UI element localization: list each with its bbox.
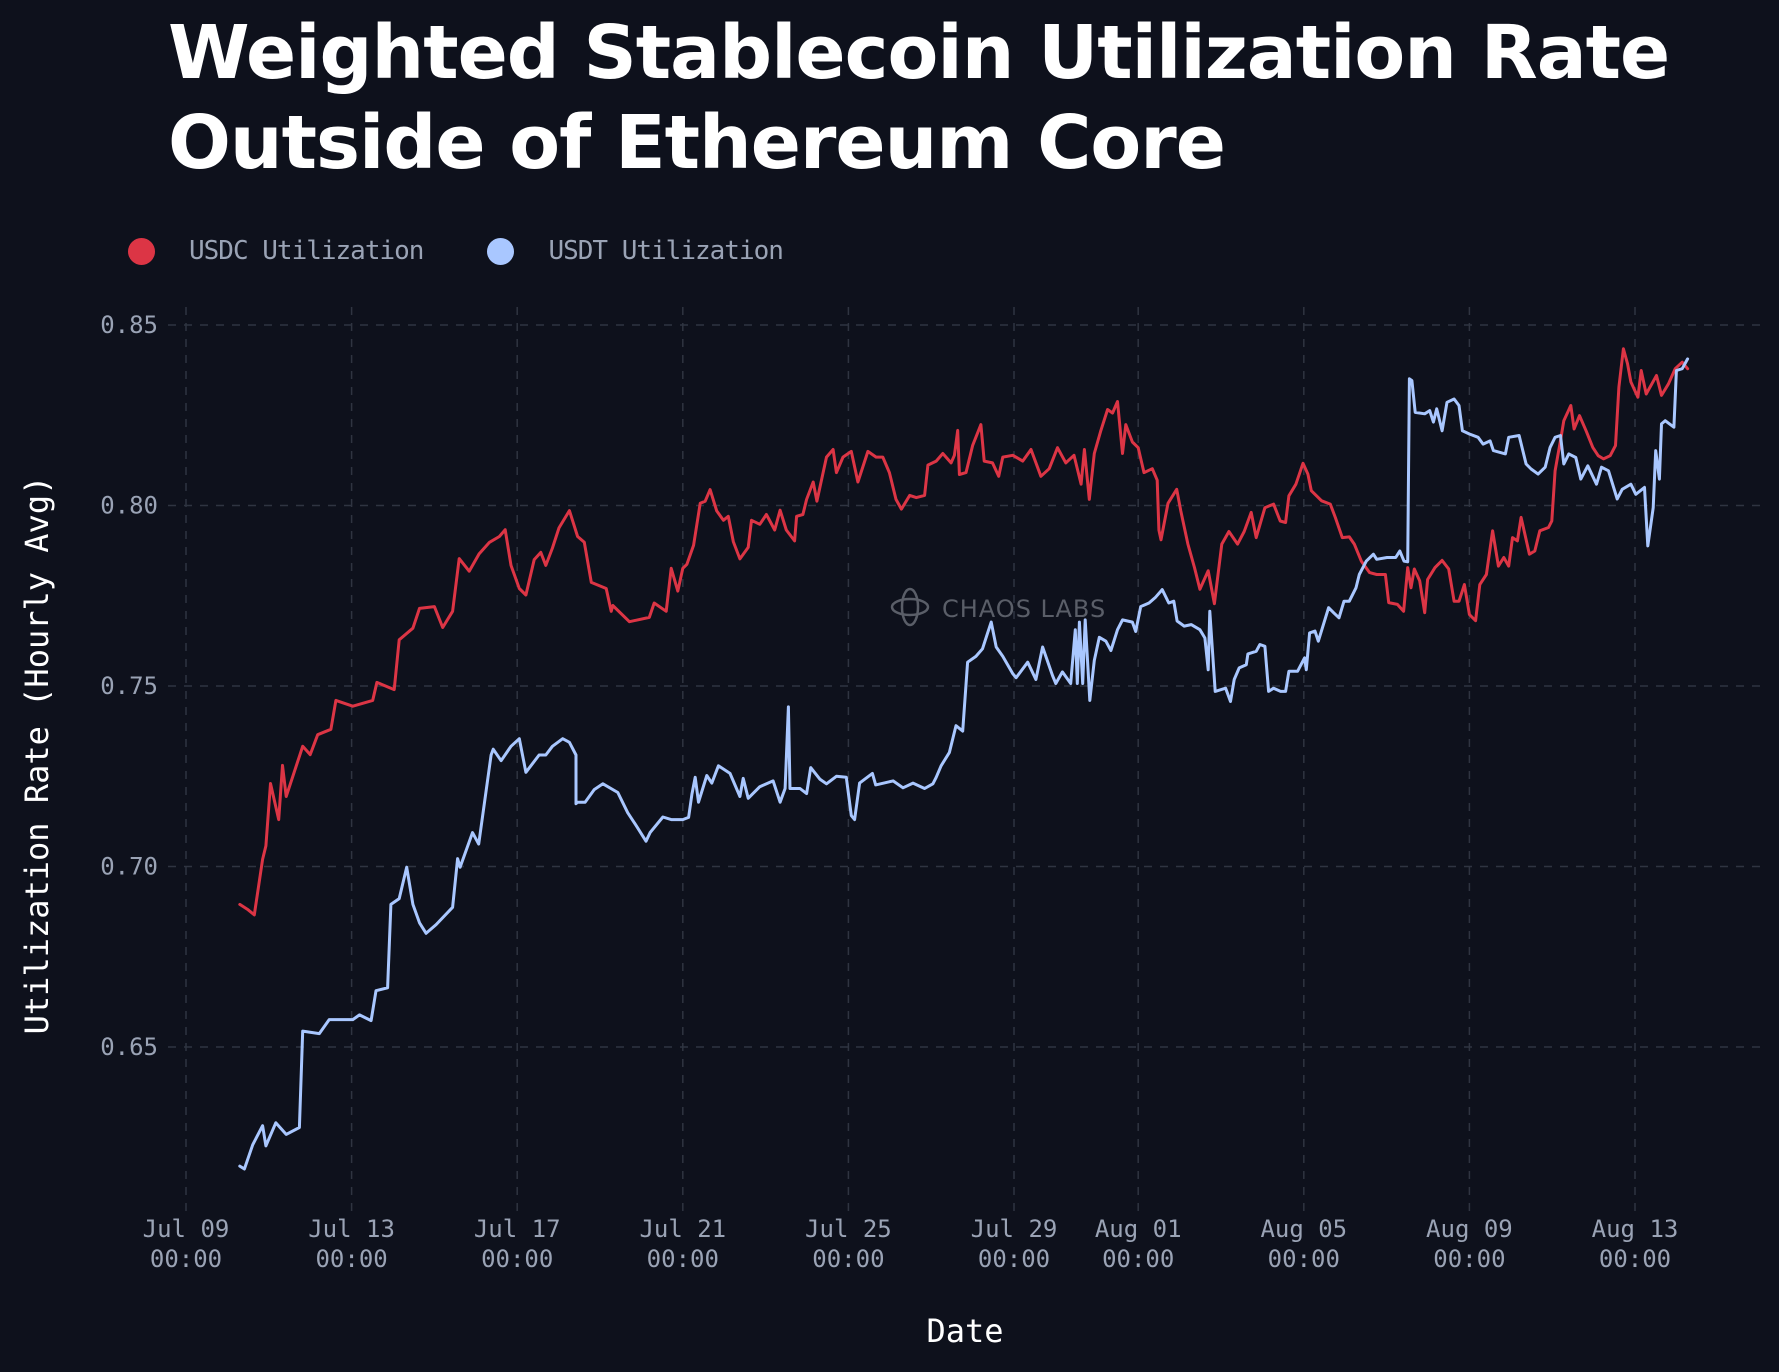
series-group [238,347,1690,1171]
x-tick-label: Jul 21 [639,1215,726,1243]
y-tick-label: 0.75 [100,672,158,700]
x-tick-sublabel: 00:00 [1102,1245,1174,1273]
y-tick-label: 0.80 [100,492,158,520]
legend-item-usdt[interactable]: USDT Utilization [487,236,784,266]
x-tick-sublabel: 00:00 [978,1245,1050,1273]
legend-label-usdc: USDC Utilization [189,236,424,266]
legend: USDC Utilization USDT Utilization [128,236,847,266]
x-tick-label: Aug 05 [1260,1215,1347,1243]
x-tick-sublabel: 00:00 [315,1245,387,1273]
grid [168,307,1760,1212]
watermark-text: CHAOS LABS [942,595,1106,623]
usdt-utilization-line [238,357,1690,1171]
chaos-labs-logo-icon [890,587,930,627]
x-tick-label: Aug 01 [1095,1215,1182,1243]
chart-title-line-2: Outside of Ethereum Core [168,100,1226,186]
x-tick-sublabel: 00:00 [150,1245,222,1273]
chart-title-line-1: Weighted Stablecoin Utilization Rate [168,10,1670,96]
x-tick-label: Jul 29 [971,1215,1058,1243]
y-tick-label: 0.65 [100,1033,158,1061]
x-tick-sublabel: 00:00 [1268,1245,1340,1273]
x-tick-sublabel: 00:00 [812,1245,884,1273]
x-tick-sublabel: 00:00 [481,1245,553,1273]
watermark: CHAOS LABS [890,587,1106,627]
x-tick-sublabel: 00:00 [647,1245,719,1273]
y-axis-title: Utilization Rate (Hourly Avg) [18,476,56,1035]
usdc-utilization-line [238,347,1690,917]
chart-title: Weighted Stablecoin Utilization Rate Out… [168,8,1670,188]
y-axis-ticks: 0.85 0.80 0.75 0.70 0.65 [100,311,158,1061]
x-axis-title: Date [926,1312,1003,1350]
legend-dot-usdc-icon [128,237,155,265]
y-tick-label: 0.70 [100,853,158,881]
x-tick-label: Jul 17 [474,1215,561,1243]
legend-item-usdc[interactable]: USDC Utilization [128,236,424,266]
x-tick-label: Jul 25 [805,1215,892,1243]
x-tick-label: Aug 09 [1426,1215,1513,1243]
x-tick-label: Jul 09 [143,1215,230,1243]
x-tick-sublabel: 00:00 [1599,1245,1671,1273]
x-tick-sublabel: 00:00 [1433,1245,1505,1273]
y-tick-label: 0.85 [100,311,158,339]
x-tick-label: Aug 13 [1592,1215,1679,1243]
legend-dot-usdt-icon [487,237,515,265]
x-tick-label: Jul 13 [308,1215,395,1243]
legend-label-usdt: USDT Utilization [548,236,783,266]
